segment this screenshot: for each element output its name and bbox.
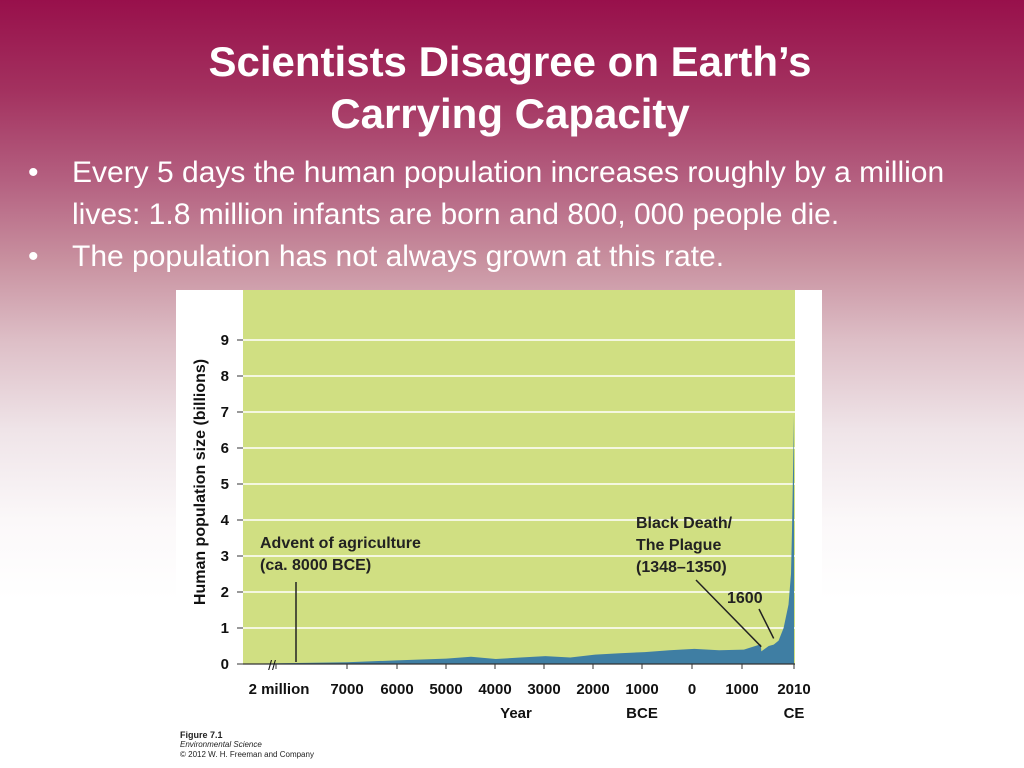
bullet-text: Every 5 days the human population increa… xyxy=(72,156,945,231)
title-line-2: Carrying Capacity xyxy=(330,90,690,137)
x-tick-label: 3000 xyxy=(527,681,560,698)
annotation-text: Advent of agriculture xyxy=(260,535,421,552)
x-era-label-bce: BCE xyxy=(626,705,658,722)
caption-copyright: © 2012 W. H. Freeman and Company xyxy=(180,750,314,759)
y-tick-label: 6 xyxy=(221,440,229,457)
x-tick-label: 1000 xyxy=(725,681,758,698)
y-tick-label: 2 xyxy=(221,584,229,601)
bullet-item-2: • The population has not always grown at… xyxy=(28,236,1018,278)
y-tick-label: 9 xyxy=(221,332,229,349)
annotation-text: (1348–1350) xyxy=(636,559,727,576)
bullet-item-1: • Every 5 days the human population incr… xyxy=(28,152,1018,236)
bullet-list: • Every 5 days the human population incr… xyxy=(28,152,1018,278)
y-tick-label: 5 xyxy=(221,476,229,493)
bullet-text: The population has not always grown at t… xyxy=(72,240,725,273)
title-line-1: Scientists Disagree on Earth’s xyxy=(208,38,812,85)
annotation-text: The Plague xyxy=(636,537,721,554)
y-tick-label: 7 xyxy=(221,404,229,421)
slide-title: Scientists Disagree on Earth’s Carrying … xyxy=(0,36,1024,140)
x-axis-label: Year xyxy=(500,705,532,722)
x-era-label-ce: CE xyxy=(784,705,805,722)
x-tick-label: 4000 xyxy=(478,681,511,698)
caption-title: Figure 7.1 xyxy=(180,730,223,740)
annotation-agriculture: Advent of agriculture (ca. 8000 BCE) xyxy=(260,535,421,662)
x-tick-label: 7000 xyxy=(330,681,363,698)
y-tick-label: 0 xyxy=(221,656,229,673)
y-tick-label: 8 xyxy=(221,368,229,385)
y-tick-label: 3 xyxy=(221,548,229,565)
x-tick-label: 5000 xyxy=(429,681,462,698)
x-tick-label: 2 million xyxy=(249,681,310,698)
annotation-text: 1600 xyxy=(727,590,763,607)
annotation-pointer xyxy=(695,579,762,648)
bullet-marker: • xyxy=(28,240,39,273)
y-tick-label: 4 xyxy=(221,512,230,529)
figure-caption: Figure 7.1 Environmental Science © 2012 … xyxy=(180,730,314,760)
y-axis-label: Human population size (billions) xyxy=(192,359,209,605)
x-tick-label: 0 xyxy=(688,681,696,698)
x-tick-label: 1000 xyxy=(625,681,658,698)
x-tick-label: 2000 xyxy=(576,681,609,698)
plot-background xyxy=(243,290,795,664)
annotation-pointer xyxy=(758,608,775,639)
population-figure: 0 1 2 3 4 5 6 7 8 9 // 2 million 7000 6000 5000 4000 30… xyxy=(176,290,822,768)
caption-book: Environmental Science xyxy=(180,740,262,749)
x-tick-label: 6000 xyxy=(380,681,413,698)
x-tick-label: 2010 xyxy=(777,681,810,698)
bullet-marker: • xyxy=(28,156,39,189)
annotation-text: Black Death/ xyxy=(636,515,733,532)
axis-break-mark: // xyxy=(268,657,276,673)
annotation-text: (ca. 8000 BCE) xyxy=(260,557,371,574)
annotation-1600: 1600 xyxy=(727,590,775,639)
side-figure-number: 7. 1 xyxy=(900,720,947,751)
y-tick-label: 1 xyxy=(221,620,229,637)
population-chart: 0 1 2 3 4 5 6 7 8 9 // 2 million 7000 6000 5000 4000 30… xyxy=(192,290,811,722)
side-figure-label: Figure xyxy=(884,662,964,693)
annotation-black-death: Black Death/The Plague (1348–1350) xyxy=(636,515,762,648)
